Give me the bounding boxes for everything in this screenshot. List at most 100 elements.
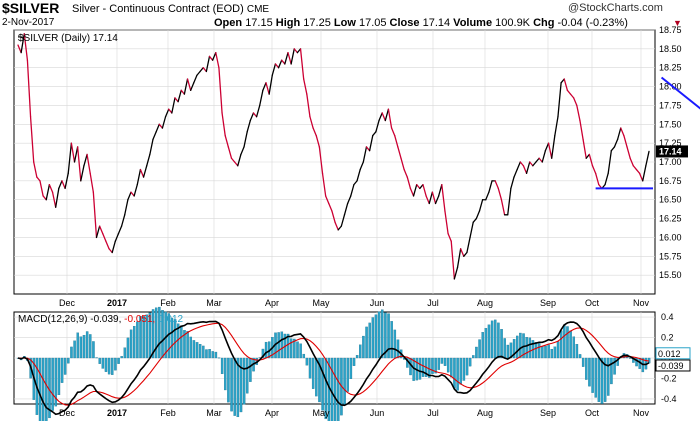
contract-name: Silver - Continuous Contract (EOD) [72,3,244,15]
macd-hist-bar [349,357,353,379]
price-segment [255,104,261,118]
price-segment [497,187,503,201]
price-segment [576,104,581,122]
macd-hist-bar [211,351,214,359]
price-segment [67,142,73,174]
price-segment [92,191,98,239]
macd-hist-bar [79,336,83,359]
macd-hist-bar [242,357,246,405]
macd-x-tick: Apr [265,408,279,418]
price-segment [321,172,327,197]
macd-hist-bar [217,357,221,359]
stockcharts-watermark: @StockCharts.com [568,2,663,14]
macd-x-tick: Feb [160,408,176,418]
price-segment [271,63,277,76]
macd-hist-bar [603,357,607,402]
macd-panel: 0.40.20.0-0.2-0.40.012-0.039 Dec2017FebM… [13,306,691,421]
price-y-tick: 17.25 [659,138,682,148]
price-segment [312,127,317,137]
macd-hist-bar [63,357,67,375]
price-y-tick: 15.75 [659,251,682,261]
price-segment [211,51,217,61]
price-segment [604,172,609,186]
price-segment [362,146,368,163]
macd-hist-bar [117,357,120,364]
macd-hist-bar [575,344,579,359]
macd-x-tick: Dec [59,408,76,418]
macd-hist-bar [428,357,431,378]
price-segment [400,157,405,171]
price-x-tick: Dec [59,298,76,308]
macd-hist-bar [500,329,503,359]
price-segment [105,240,110,250]
price-segment [554,116,559,137]
macd-hist-bar [591,357,594,393]
price-segment [149,138,154,156]
price-segment [281,59,286,65]
price-segment [466,236,471,254]
price-segment [36,176,41,182]
macd-hist-bar [299,343,302,359]
price-panel: 18.75 18.50 18.25 18.00 17.75 17.50 17.25 17.00… [13,25,700,308]
macd-hist-bar [597,357,601,402]
price-segment [613,138,619,148]
price-segment [390,127,396,137]
price-segment [412,183,418,197]
macd-hist-bar [305,357,309,366]
price-segment [456,248,462,269]
price-segment [208,55,214,61]
macd-hist-bar [57,357,61,396]
price-segment [582,138,587,159]
macd-hist-bar [371,317,375,359]
price-segment [422,183,427,197]
price-segment [224,134,229,148]
macd-hist-bar [478,339,481,359]
price-segment [573,97,578,107]
price-segment [632,165,638,171]
price-segment [108,248,113,254]
high-label: High [275,17,301,29]
price-y-tick: 15.50 [659,270,682,280]
price-segment [23,33,29,61]
macd-hist-badge [655,347,691,360]
macd-x-tick: Jun [370,408,385,418]
macd-hist-bar [38,357,42,421]
price-segment [372,131,377,137]
price-segment [76,146,82,182]
price-y-tick: 16.50 [659,195,682,205]
macd-hist-bar [92,341,95,359]
price-segment [215,51,220,69]
macd-hist-bar [76,332,79,359]
macd-hist-bar [512,339,516,359]
price-segment [48,183,54,193]
price-segment [431,191,437,205]
price-legend: $SILVER (Daily) 17.14 [18,33,118,44]
macd-hist-bar [120,356,123,359]
price-segment [193,74,198,84]
macd-hist-bar [374,314,378,359]
price-y-tick: 17.75 [659,100,682,110]
price-segment [513,168,518,178]
price-segment [516,161,521,171]
price-segment [397,146,402,159]
price-segment [434,195,440,205]
last-price-badge [656,145,688,158]
price-segment [387,108,393,129]
macd-hist-bar [180,325,183,359]
price-y-tick: 18.50 [659,44,682,54]
macd-hist-bar [588,357,591,387]
macd-hist-bar [475,346,478,359]
price-segment [183,78,189,95]
price-segment [331,210,336,223]
price-segment [529,161,534,167]
price-segment [190,82,195,91]
macd-legend: MACD(12,26,9) -0.039, -0.051, 0.012 [18,314,184,325]
price-segment [459,248,465,257]
macd-hist-badge-label: 0.012 [658,349,681,359]
macd-hist-bar [173,319,177,359]
macd-hist-bar [186,331,189,359]
price-segment [450,240,456,280]
price-segment [334,221,339,231]
price-segment [240,146,245,156]
macd-hist-bar [315,357,318,397]
